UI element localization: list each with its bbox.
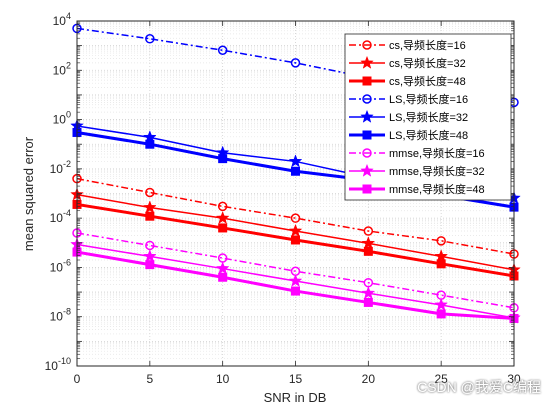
legend-label: cs,导频长度=48 xyxy=(389,74,466,88)
legend-label: cs,导频长度=32 xyxy=(389,56,466,70)
legend-marker xyxy=(362,94,372,104)
data-point xyxy=(215,261,230,275)
ticks-layer xyxy=(76,20,515,367)
x-tick-label: 5 xyxy=(146,372,153,386)
legend-marker xyxy=(362,184,372,194)
data-point xyxy=(291,235,300,245)
legend-label: mmse,导频长度=48 xyxy=(389,182,485,196)
series-line xyxy=(76,232,515,309)
legend-marker xyxy=(360,163,374,177)
data-point xyxy=(434,297,449,311)
data-point xyxy=(436,309,446,319)
y-tick-label: 10-2 xyxy=(50,159,71,176)
data-point xyxy=(363,226,374,236)
legend-marker xyxy=(362,130,372,140)
data-point xyxy=(218,223,228,233)
x-tick-label: 25 xyxy=(434,372,448,386)
data-point xyxy=(215,210,230,224)
data-point xyxy=(436,259,446,269)
y-tick-label: 10-6 xyxy=(50,257,71,274)
data-point xyxy=(288,154,303,168)
data-point xyxy=(290,58,301,68)
data-point xyxy=(145,139,155,149)
data-point xyxy=(434,249,449,263)
x-tick-label: 30 xyxy=(507,372,521,386)
legend-entry: LS,导频长度=48 xyxy=(349,128,468,142)
data-point xyxy=(290,213,301,223)
data-point xyxy=(291,286,300,296)
legend-label: cs,导频长度=16 xyxy=(389,38,466,52)
data-point xyxy=(291,166,300,176)
legend-label: mmse,导频长度=16 xyxy=(389,146,485,160)
data-point xyxy=(363,297,373,307)
legend-label: mmse,导频长度=32 xyxy=(389,164,485,178)
watermark: CSDN @我爱C编程 xyxy=(417,379,541,395)
legend-marker xyxy=(362,40,372,50)
y-axis-label: mean squared error xyxy=(21,136,36,251)
data-point xyxy=(217,45,228,56)
data-point xyxy=(218,154,228,164)
data-point xyxy=(145,211,155,221)
x-tick-label: 0 xyxy=(74,372,81,386)
data-point xyxy=(217,201,228,212)
legend-entry: mmse,导频长度=32 xyxy=(349,163,485,178)
y-tick-label: 10-8 xyxy=(50,307,71,324)
data-point xyxy=(218,272,228,282)
x-tick-label: 20 xyxy=(362,372,376,386)
y-tick-label: 100 xyxy=(53,110,71,127)
data-point xyxy=(363,246,373,256)
data-point xyxy=(145,34,155,44)
data-point xyxy=(288,223,303,237)
y-tick-label: 10-4 xyxy=(50,208,71,225)
legend: cs,导频长度=16 cs,导频长度=32 cs,导频长度=48 LS,导频长度=16… xyxy=(344,33,512,201)
legend-marker xyxy=(360,109,374,123)
legend-entry: cs,导频长度=16 xyxy=(349,38,466,52)
data-point xyxy=(361,236,376,250)
legend-entry: LS,导频长度=32 xyxy=(349,109,468,124)
legend-marker xyxy=(362,76,372,86)
data-point xyxy=(145,260,155,270)
legend-marker xyxy=(360,55,374,69)
data-point xyxy=(142,249,157,263)
legend-label: LS,导频长度=16 xyxy=(389,92,468,106)
y-tick-label: 10-10 xyxy=(45,356,71,373)
x-tick-labels: 0 5 10 15 20 25 30 xyxy=(74,372,521,386)
x-tick-label: 10 xyxy=(216,372,230,386)
series-layer xyxy=(70,23,521,324)
data-point xyxy=(436,236,446,246)
legend-label: LS,导频长度=48 xyxy=(389,128,468,142)
data-point xyxy=(361,285,376,300)
legend-marker xyxy=(362,148,372,158)
data-point xyxy=(142,200,157,214)
legend-entry: cs,导频长度=48 xyxy=(349,74,466,88)
legend-entry: cs,导频长度=32 xyxy=(349,55,466,70)
x-tick-label: 15 xyxy=(289,372,303,386)
y-tick-label: 104 xyxy=(53,11,71,28)
y-tick-labels: 104 102 100 10-2 10-4 10-6 10-8 10-10 xyxy=(45,11,71,373)
data-point xyxy=(145,187,155,198)
series-line xyxy=(76,27,515,104)
legend-entry: LS,导频长度=16 xyxy=(349,92,468,106)
legend-entry: mmse,导频长度=16 xyxy=(349,146,485,160)
x-axis-label: SNR in DB xyxy=(264,390,327,405)
legend-entry: mmse,导频长度=48 xyxy=(349,182,485,196)
legend-label: LS,导频长度=32 xyxy=(389,110,468,124)
y-tick-label: 102 xyxy=(53,60,71,77)
data-point xyxy=(288,273,303,287)
